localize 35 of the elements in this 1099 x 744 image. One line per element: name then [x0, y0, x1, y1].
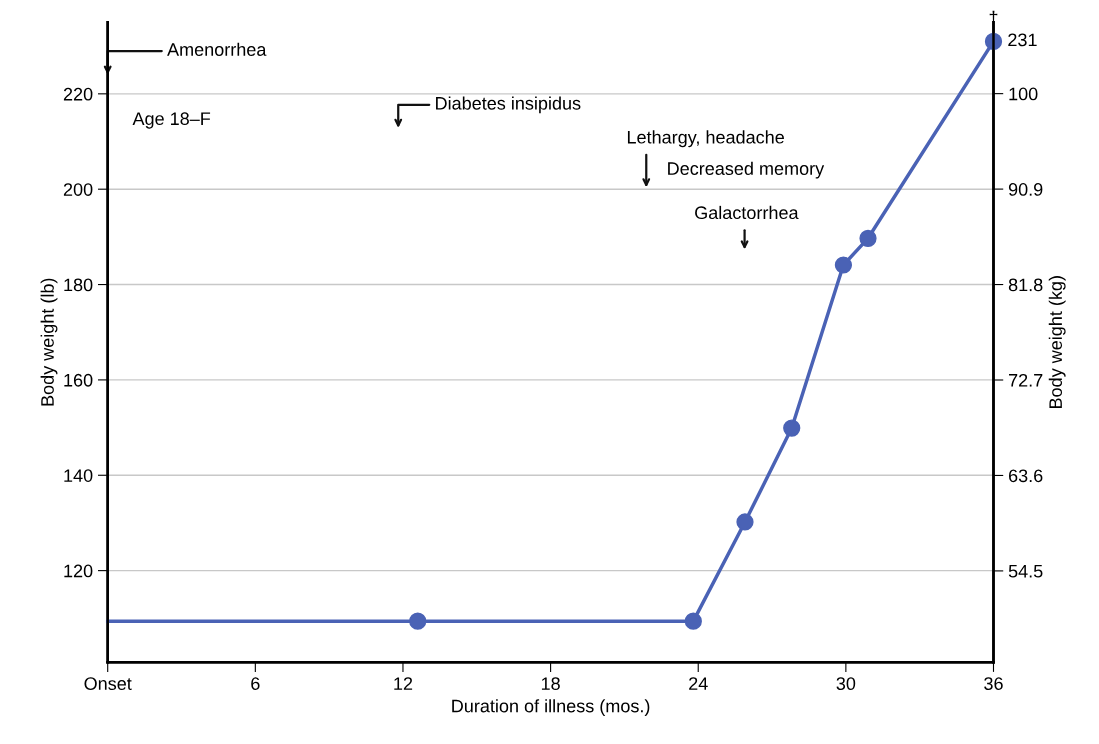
point — [783, 419, 801, 437]
y2-tick-label: 72.7 — [1009, 373, 1043, 387]
x-tick-label: 24 — [689, 677, 708, 690]
annotation: Decreased memory — [668, 161, 825, 179]
y-axis-title: Body weight (lb) — [40, 278, 58, 406]
x-tick-label: 36 — [984, 677, 1003, 691]
point — [736, 513, 754, 531]
x-tick-label: 30 — [836, 677, 856, 691]
data-label: 231 — [1008, 33, 1037, 47]
y2-tick-label: 100 — [1009, 87, 1038, 101]
point — [409, 612, 427, 630]
x-tick-label: Onset — [84, 677, 132, 691]
y-tick-label: 180 — [64, 278, 93, 292]
annotation: Lethargy, headache — [627, 130, 784, 148]
y2-axis-title: Body weight (kg) — [1048, 276, 1066, 408]
point — [834, 256, 853, 274]
y-tick-label: 160 — [64, 373, 93, 387]
x-tick-label: 18 — [541, 677, 560, 691]
x-tick-label: 6 — [251, 677, 260, 691]
y2-tick-label: 54.5 — [1008, 565, 1043, 578]
y2-tick-label: 90.9 — [1008, 183, 1043, 196]
y-tick-label: 140 — [64, 469, 93, 482]
y2-tick-label: 81.8 — [1008, 278, 1043, 292]
annotation: Age 18–F — [132, 112, 211, 129]
annotation: Diabetes insipidus — [436, 96, 581, 114]
y-tick-label: 220 — [63, 87, 93, 101]
annotation: Galactorrhea — [695, 205, 799, 220]
y-tick-label: 200 — [63, 183, 93, 196]
x-axis-title: Duration of illness (mos.) — [452, 699, 650, 716]
y2-tick-label: 63.6 — [1009, 469, 1043, 483]
point — [859, 229, 877, 247]
point — [684, 612, 702, 630]
annotation: Amenorrhea — [167, 42, 267, 56]
y-tick-label: 120 — [64, 564, 93, 578]
x-tick-label: 12 — [394, 677, 413, 690]
